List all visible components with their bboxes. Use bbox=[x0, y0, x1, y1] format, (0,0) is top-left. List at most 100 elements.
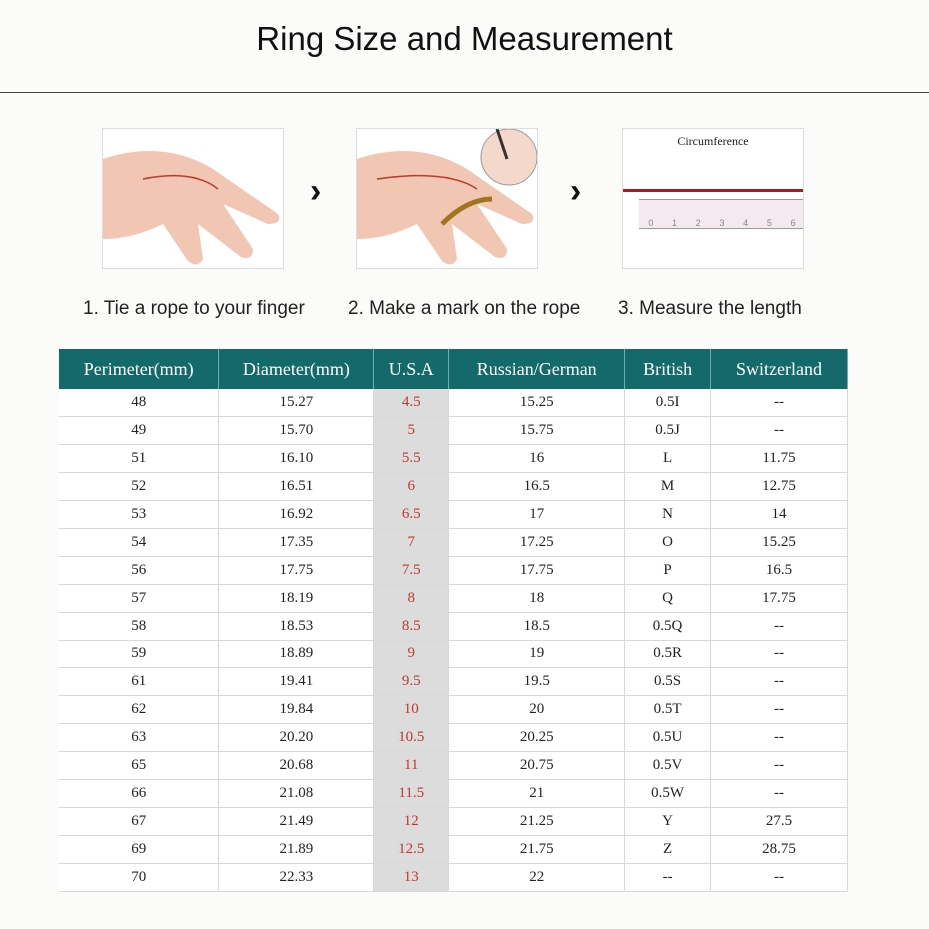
table-cell: 7 bbox=[373, 528, 450, 557]
table-cell: 58 bbox=[59, 612, 220, 641]
table-cell: -- bbox=[710, 667, 848, 697]
step-2-caption: 2. Make a mark on the rope bbox=[348, 298, 581, 319]
table-row: 69 21.89 12.5 21.75 Z 28.75 bbox=[59, 835, 848, 864]
table-cell: 65 bbox=[59, 751, 220, 780]
table-cell: 66 bbox=[59, 779, 220, 808]
circumference-label: Circumference bbox=[677, 134, 749, 148]
table-cell: 14 bbox=[710, 500, 848, 529]
table-cell: 20 bbox=[448, 695, 626, 725]
table-cell: 0.5W bbox=[624, 779, 712, 808]
table-cell: 0.5J bbox=[624, 416, 712, 446]
table-row: 63 20.20 10.5 20.25 0.5U -- bbox=[59, 723, 848, 753]
table-cell: 21.75 bbox=[448, 835, 626, 864]
table-cell: 16.10 bbox=[218, 444, 375, 474]
table-cell: 63 bbox=[59, 723, 220, 753]
table-cell: 15.70 bbox=[218, 416, 375, 446]
table-cell: 53 bbox=[59, 500, 220, 529]
table-row: 59 18.89 9 19 0.5R -- bbox=[59, 640, 848, 669]
table-cell: -- bbox=[710, 723, 848, 753]
table-cell: 57 bbox=[59, 584, 220, 613]
table-cell: 11.5 bbox=[373, 779, 450, 808]
table-cell: M bbox=[624, 472, 712, 502]
table-cell: 19.41 bbox=[218, 667, 375, 697]
column-header: U.S.A bbox=[373, 349, 450, 389]
table-cell: 17.75 bbox=[448, 556, 626, 585]
table-cell: 0.5U bbox=[624, 723, 712, 753]
table-cell: 18.53 bbox=[218, 612, 375, 641]
table-cell: -- bbox=[710, 389, 848, 418]
table-cell: -- bbox=[710, 640, 848, 669]
table-cell: 18.89 bbox=[218, 640, 375, 669]
table-cell: 11 bbox=[373, 751, 450, 780]
table-cell: 20.25 bbox=[448, 723, 626, 753]
table-cell: 16.5 bbox=[710, 556, 848, 585]
table-cell: 15.75 bbox=[448, 416, 626, 446]
table-cell: 21.08 bbox=[218, 779, 375, 808]
table-cell: 0.5Q bbox=[624, 612, 712, 641]
table-row: 61 19.41 9.5 19.5 0.5S -- bbox=[59, 667, 848, 697]
table-cell: 49 bbox=[59, 416, 220, 446]
table-row: 58 18.53 8.5 18.5 0.5Q -- bbox=[59, 612, 848, 641]
column-header: Perimeter(mm) bbox=[59, 349, 220, 389]
column-header: Russian/German bbox=[448, 349, 626, 389]
table-cell: 4.5 bbox=[373, 389, 450, 418]
table-cell: 28.75 bbox=[710, 835, 848, 864]
table-cell: 56 bbox=[59, 556, 220, 585]
table-cell: 17 bbox=[448, 500, 626, 529]
table-cell: 11.75 bbox=[710, 444, 848, 474]
table-cell: 48 bbox=[59, 389, 220, 418]
table-cell: 12.75 bbox=[710, 472, 848, 502]
table-cell: 17.75 bbox=[218, 556, 375, 585]
table-cell: -- bbox=[710, 612, 848, 641]
table-cell: 12 bbox=[373, 807, 450, 836]
ring-size-table: Perimeter(mm) Diameter(mm) U.S.A Russian/Ge… bbox=[59, 349, 848, 892]
table-cell: -- bbox=[624, 863, 712, 892]
table-row: 70 22.33 13 22 -- -- bbox=[59, 863, 848, 892]
table-cell: 19.84 bbox=[218, 695, 375, 725]
table-cell: 27.5 bbox=[710, 807, 848, 836]
table-cell: 22 bbox=[448, 863, 626, 892]
table-cell: 17.25 bbox=[448, 528, 626, 557]
table-row: 52 16.51 6 16.5 M 12.75 bbox=[59, 472, 848, 502]
table-cell: 5 bbox=[373, 416, 450, 446]
table-cell: 52 bbox=[59, 472, 220, 502]
table-cell: 10.5 bbox=[373, 723, 450, 753]
table-cell: 69 bbox=[59, 835, 220, 864]
table-cell: 16.5 bbox=[448, 472, 626, 502]
table-cell: 16.92 bbox=[218, 500, 375, 529]
chevron-right-icon: › bbox=[310, 172, 322, 210]
table-cell: Q bbox=[624, 584, 712, 613]
table-cell: 0.5V bbox=[624, 751, 712, 780]
table-row: 48 15.27 4.5 15.25 0.5I -- bbox=[59, 389, 848, 418]
table-cell: 18 bbox=[448, 584, 626, 613]
column-header: British bbox=[624, 349, 712, 389]
column-header: Diameter(mm) bbox=[218, 349, 375, 389]
table-cell: -- bbox=[710, 779, 848, 808]
table-cell: 15.25 bbox=[448, 389, 626, 418]
table-cell: 5.5 bbox=[373, 444, 450, 474]
table-cell: 67 bbox=[59, 807, 220, 836]
table-cell: 20.20 bbox=[218, 723, 375, 753]
table-row: 49 15.70 5 15.75 0.5J -- bbox=[59, 416, 848, 446]
table-cell: -- bbox=[710, 751, 848, 780]
table-cell: -- bbox=[710, 695, 848, 725]
table-cell: 70 bbox=[59, 863, 220, 892]
table-cell: N bbox=[624, 500, 712, 529]
table-cell: Z bbox=[624, 835, 712, 864]
table-cell: 17.75 bbox=[710, 584, 848, 613]
table-row: 66 21.08 11.5 21 0.5W -- bbox=[59, 779, 848, 808]
table-cell: 20.75 bbox=[448, 751, 626, 780]
table-cell: 6 bbox=[373, 472, 450, 502]
table-cell: O bbox=[624, 528, 712, 557]
table-cell: 51 bbox=[59, 444, 220, 474]
table-row: 51 16.10 5.5 16 L 11.75 bbox=[59, 444, 848, 474]
table-cell: 0.5T bbox=[624, 695, 712, 725]
table-cell: 19 bbox=[448, 640, 626, 669]
table-row: 54 17.35 7 17.25 O 15.25 bbox=[59, 528, 848, 557]
step-3-caption: 3. Measure the length bbox=[618, 298, 802, 319]
table-cell: 62 bbox=[59, 695, 220, 725]
table-cell: 9 bbox=[373, 640, 450, 669]
table-cell: 8 bbox=[373, 584, 450, 613]
table-row: 57 18.19 8 18 Q 17.75 bbox=[59, 584, 848, 613]
